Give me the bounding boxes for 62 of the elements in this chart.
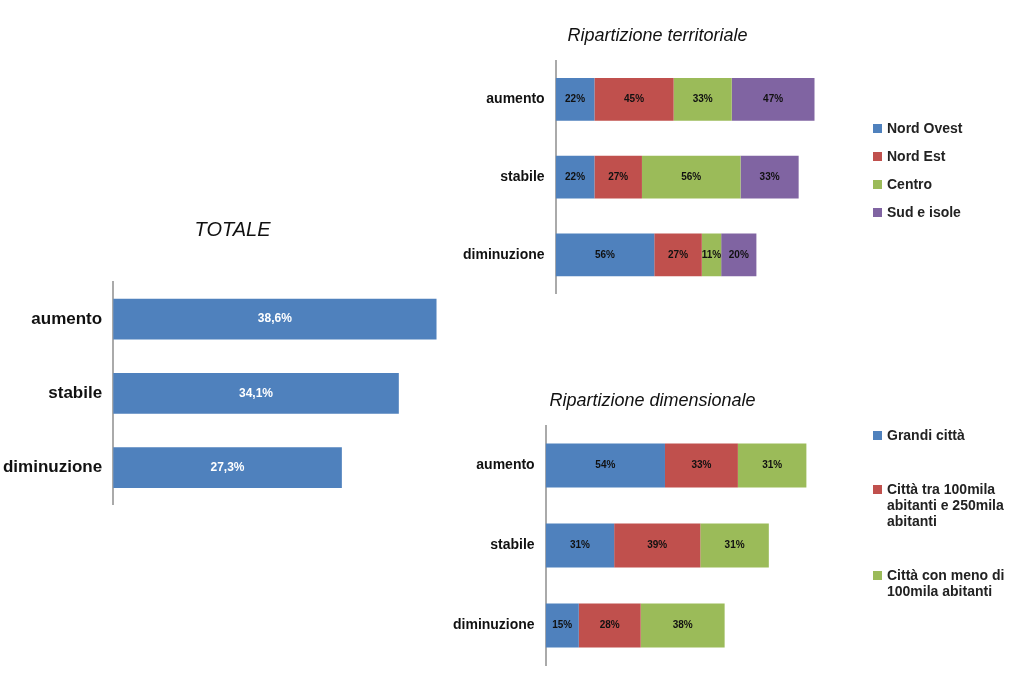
legend-label: Sud e isole — [887, 204, 961, 220]
data-label: 38,6% — [257, 311, 293, 326]
bar — [673, 78, 732, 121]
data-label: 27% — [668, 248, 689, 260]
data-label: 54% — [595, 459, 616, 471]
data-label: 38% — [672, 619, 693, 631]
chart-title: Ripartizione territoriale — [567, 24, 748, 45]
bar — [731, 78, 815, 121]
data-label: 45% — [624, 93, 645, 105]
bar — [700, 523, 769, 568]
y-tick-label: diminuzione — [452, 616, 535, 633]
chart-title: TOTALE — [194, 217, 272, 240]
bar — [578, 603, 641, 648]
data-label: 20% — [728, 248, 749, 260]
data-label: 33% — [691, 459, 712, 471]
data-label: 31% — [569, 539, 591, 551]
bar — [614, 523, 701, 568]
bar — [555, 78, 595, 121]
bar — [545, 523, 615, 568]
y-tick-label: stabile — [48, 383, 103, 403]
y-tick-label: stabile — [500, 167, 545, 184]
bar — [545, 603, 579, 648]
legend-label: Nord Est — [887, 148, 946, 164]
data-label: 22% — [565, 170, 586, 182]
data-label: 33% — [692, 93, 713, 105]
data-label: 47% — [763, 93, 784, 105]
data-label: 31% — [762, 459, 783, 471]
bar — [594, 155, 642, 199]
bar — [641, 155, 741, 199]
legend-label: Nord Ovest — [887, 120, 963, 136]
bar — [545, 443, 665, 488]
legend-label: Grandi città — [887, 427, 965, 443]
data-label: 33% — [759, 170, 780, 182]
data-label: 34,1% — [238, 385, 274, 400]
legend-label: Centro — [887, 176, 933, 192]
legend-label: Città tra 100mila abitanti e 250mila abitanti — [887, 481, 1005, 529]
bar — [721, 233, 757, 277]
data-label: 27% — [608, 170, 629, 182]
legend-label: Città con meno di 100mila abitanti — [887, 567, 1006, 599]
data-label: 56% — [681, 170, 702, 182]
data-label: 11% — [701, 248, 722, 260]
bar — [664, 443, 738, 488]
data-label: 27,3% — [210, 459, 245, 474]
bar — [555, 233, 655, 277]
bar — [740, 155, 799, 199]
bar — [640, 603, 725, 648]
bar — [654, 233, 702, 277]
y-tick-label: aumento — [476, 456, 535, 473]
chart-title: Ripartizione dimensionale — [549, 389, 756, 410]
data-label: 39% — [647, 539, 668, 551]
data-label: 56% — [594, 248, 616, 260]
y-tick-label: diminuzione — [2, 457, 103, 477]
bar — [737, 443, 807, 488]
y-tick-label: aumento — [31, 308, 103, 328]
bar — [594, 78, 674, 121]
data-label: 31% — [724, 539, 745, 551]
data-label: 22% — [565, 93, 586, 105]
y-tick-label: stabile — [490, 536, 535, 553]
data-label: 15% — [552, 619, 573, 631]
y-tick-label: diminuzione — [462, 245, 545, 262]
data-label: 28% — [599, 619, 620, 631]
y-tick-label: aumento — [486, 90, 545, 107]
